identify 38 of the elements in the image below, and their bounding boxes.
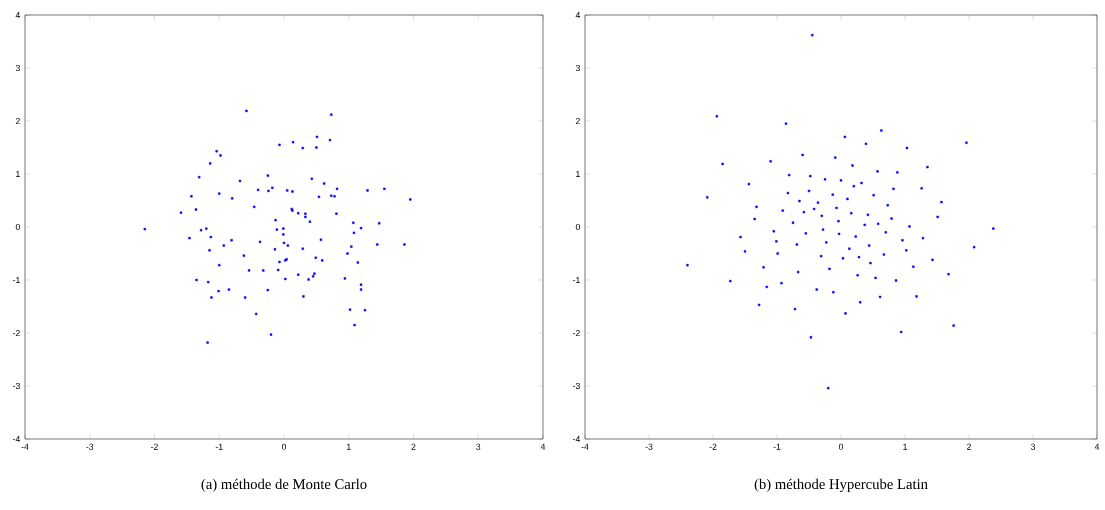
x-tick-label: 1 — [347, 443, 351, 450]
y-tick-label: 1 — [576, 171, 580, 177]
x-tick-label: 1 — [903, 443, 907, 450]
x-tick-label: -4 — [21, 443, 29, 450]
y-tick-label: 2 — [575, 117, 580, 125]
x-tick-label: -2 — [151, 443, 158, 450]
y-tick-label: 1 — [16, 171, 20, 177]
x-tick-label: 3 — [476, 443, 481, 450]
x-tick-label: 0 — [281, 443, 287, 450]
y-tick-label: -3 — [572, 382, 580, 390]
y-tick-label: -2 — [572, 329, 580, 337]
x-axis-title: (a) méthode de Monte Carlo — [201, 478, 367, 493]
y-tick-label: -1 — [12, 277, 20, 283]
x-tick-label: 2 — [967, 443, 971, 450]
y-tick-label: -2 — [12, 329, 20, 337]
y-tick-label: 4 — [575, 12, 581, 18]
x-tick-label: 0 — [838, 443, 844, 450]
x-tick-label: -1 — [773, 443, 781, 450]
y-tick-label: -3 — [12, 382, 20, 390]
x-tick-label: -4 — [581, 443, 589, 450]
x-tick-label: 4 — [1094, 443, 1100, 450]
y-tick-label: 4 — [15, 12, 21, 18]
y-tick-label: 3 — [575, 64, 580, 72]
y-tick-label: 0 — [575, 223, 580, 231]
x-tick-label: -3 — [645, 443, 653, 450]
x-axis-title: (b) méthode Hypercube Latin — [754, 478, 928, 493]
x-tick-label: 3 — [1030, 443, 1036, 450]
y-tick-label: -1 — [572, 277, 580, 283]
x-tick-label: -1 — [215, 443, 223, 450]
x-tick-label: 4 — [540, 443, 546, 450]
y-tick-label: 0 — [15, 223, 20, 231]
x-tick-label: -3 — [86, 443, 94, 450]
y-tick-label: 2 — [15, 117, 20, 125]
x-tick-label: -2 — [709, 443, 717, 450]
x-tick-label: 2 — [411, 443, 416, 450]
y-tick-label: -4 — [572, 436, 581, 442]
y-tick-label: -4 — [12, 436, 21, 442]
y-tick-label: 3 — [15, 64, 20, 72]
